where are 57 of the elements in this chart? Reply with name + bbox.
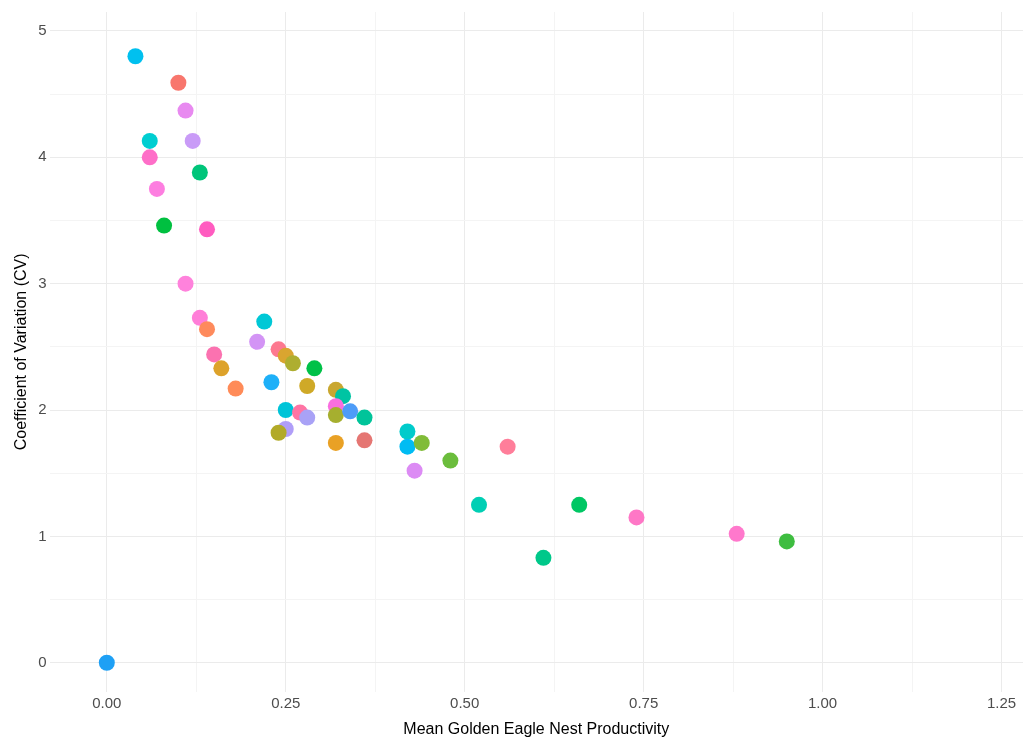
point [499,438,516,455]
point [299,409,316,426]
point [399,438,416,455]
point [127,48,144,65]
x-tick-label: 0.25 [271,693,301,711]
point [356,432,373,449]
x-tick-label: 0.50 [450,693,480,711]
point [213,360,230,377]
x-tick-label: 0.75 [629,693,659,711]
point [191,309,208,326]
point [148,180,165,197]
point [399,423,416,440]
point [191,164,208,181]
point [299,378,316,395]
point [327,434,344,451]
point [277,402,294,419]
point [256,313,273,330]
point [156,217,173,234]
point [306,360,323,377]
point [141,132,158,149]
point [342,403,359,420]
point [628,509,645,526]
point [728,525,745,542]
y-tick-label: 3 [38,273,47,291]
point [199,221,216,238]
point [535,549,552,566]
point [249,333,266,350]
x-tick-label: 1.25 [986,693,1017,711]
point [356,409,373,426]
x-tick-label: 0.00 [92,693,122,711]
point [413,434,430,451]
point [270,424,287,441]
x-tick-label: 1.00 [807,693,838,711]
point [170,74,187,91]
point [327,407,344,424]
y-tick-label: 1 [38,526,47,544]
x-axis-title: Mean Golden Eagle Nest Productivity [403,719,670,737]
y-axis-title: Coefficient of Variation (CV) [12,253,30,451]
point [263,374,280,391]
point [184,132,201,149]
point [177,102,194,119]
point [778,533,795,550]
point [177,275,194,292]
point [471,496,488,513]
point [98,654,115,671]
y-tick-label: 4 [38,147,47,165]
point [406,462,423,479]
point [141,149,158,166]
point [571,496,588,513]
y-tick-label: 2 [38,400,47,418]
y-tick-label: 0 [38,652,47,670]
point [199,321,216,338]
point [227,380,244,397]
point [284,355,301,372]
point [442,452,459,469]
point [206,346,223,363]
y-tick-label: 5 [38,21,47,39]
